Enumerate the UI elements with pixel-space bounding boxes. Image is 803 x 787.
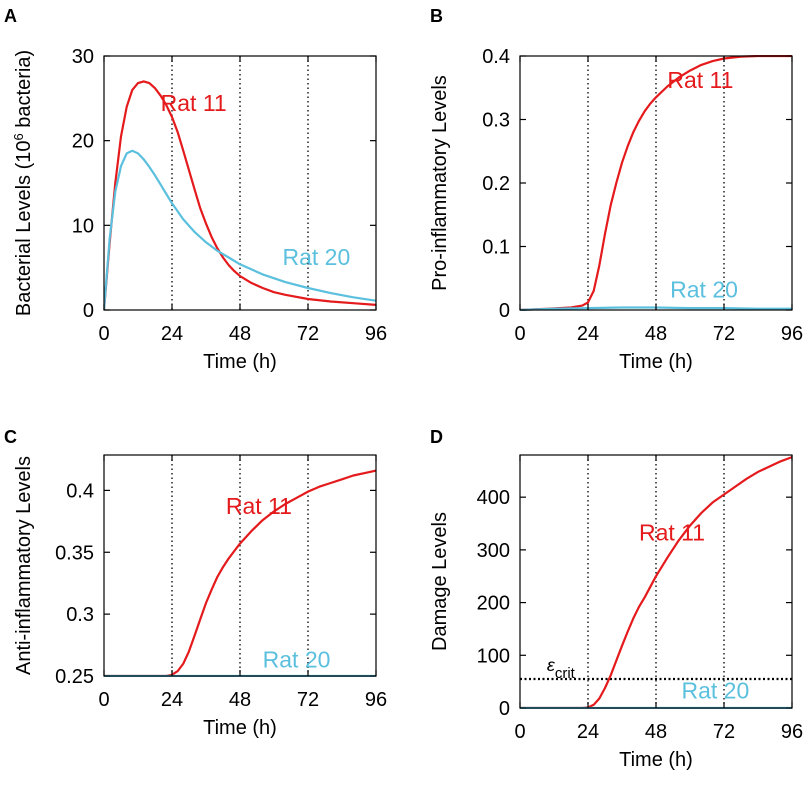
- y-tick-label: 0.3: [482, 110, 510, 132]
- x-tick-label: 72: [713, 323, 735, 345]
- y-tick-label: 0.1: [482, 237, 510, 259]
- x-tick-label: 48: [229, 689, 251, 711]
- series-line-rat-11: [104, 469, 376, 677]
- x-axis-label: Time (h): [619, 351, 693, 373]
- series-line-rat-20: [104, 149, 376, 311]
- series-label-rat-11: Rat 11: [639, 519, 705, 545]
- y-tick-label: 0.35: [55, 542, 94, 564]
- y-axis-label: Pro-inflammatory Levels: [429, 75, 451, 291]
- y-axis-label: Anti-inflammatory Levels: [13, 456, 35, 675]
- y-axis-label-superscript: 6: [11, 133, 26, 140]
- y-axis-label: Bacterial Levels (106 bacteria): [11, 50, 36, 316]
- y-tick-label: 0: [499, 300, 510, 322]
- y-tick-label: 200: [477, 593, 510, 615]
- y-tick-label: 0: [83, 300, 94, 322]
- y-tick-label: 30: [72, 46, 94, 68]
- y-axis-label-part: bacteria): [13, 50, 35, 133]
- y-tick-label: 100: [477, 645, 510, 667]
- x-tick-label: 96: [365, 323, 387, 345]
- series-label-rat-20: Rat 20: [670, 276, 738, 302]
- y-tick-label: 20: [72, 131, 94, 153]
- x-tick-label: 96: [781, 323, 803, 345]
- x-tick-label: 48: [645, 721, 667, 743]
- series-label-rat-20: Rat 20: [283, 244, 351, 270]
- y-tick-label: 0.4: [66, 480, 94, 502]
- series-label-rat-11: Rat 11: [667, 67, 733, 93]
- x-tick-label: 24: [577, 323, 599, 345]
- x-tick-label: 0: [98, 323, 109, 345]
- x-tick-label: 48: [229, 323, 251, 345]
- panel-letter: C: [4, 427, 17, 447]
- panel-a: A 0 24 48 72 96 0 10 20 30 Time (h) Bacterial Level…: [4, 6, 387, 373]
- panel-letter: B: [430, 6, 443, 26]
- x-tick-label: 96: [365, 689, 387, 711]
- x-tick-label: 24: [577, 721, 599, 743]
- panel-letter: D: [430, 427, 443, 447]
- y-tick-label: 0.25: [55, 666, 94, 688]
- x-axis-label: Time (h): [619, 749, 693, 771]
- x-tick-label: 48: [645, 323, 667, 345]
- x-tick-label: 24: [161, 689, 183, 711]
- series-line-rat-11: [520, 55, 792, 311]
- x-tick-label: 72: [297, 323, 319, 345]
- x-tick-label: 0: [514, 323, 525, 345]
- y-tick-label: 0.4: [482, 46, 510, 68]
- series-label-rat-20: Rat 20: [263, 646, 331, 672]
- x-tick-label: 0: [514, 721, 525, 743]
- panel-c: C 0 24 48 72 96 0.25 0.3 0.35 0.4 Time (h) Anti-inf…: [4, 427, 387, 739]
- series-label-rat-11: Rat 11: [161, 90, 227, 116]
- y-tick-label: 400: [477, 487, 510, 509]
- panel-d: D 0 24 48 72 96 0 100 200 300 400 Time (h) Damage Le…: [429, 427, 803, 771]
- series-label-rat-11: Rat 11: [226, 493, 292, 519]
- x-axis-label: Time (h): [203, 717, 277, 739]
- x-tick-label: 72: [297, 689, 319, 711]
- series-line-rat-11: [104, 80, 376, 311]
- panel-b: B 0 24 48 72 96 0 0.1 0.2 0.3 0.4 Time (h) Pro-infla…: [429, 6, 803, 373]
- panel-letter: A: [4, 6, 17, 26]
- y-tick-label: 0.3: [66, 604, 94, 626]
- x-tick-label: 96: [781, 721, 803, 743]
- threshold-label: εcrit: [547, 655, 576, 682]
- x-tick-label: 24: [161, 323, 183, 345]
- x-axis-label: Time (h): [203, 351, 277, 373]
- y-tick-label: 300: [477, 540, 510, 562]
- x-tick-label: 72: [713, 721, 735, 743]
- plot-frame: [103, 454, 377, 677]
- y-axis-label: Damage Levels: [429, 512, 451, 651]
- x-tick-label: 0: [98, 689, 109, 711]
- series-label-rat-20: Rat 20: [682, 678, 750, 704]
- threshold-subscript: crit: [555, 665, 576, 682]
- y-tick-label: 0: [499, 698, 510, 720]
- y-tick-label: 0.2: [482, 173, 510, 195]
- threshold-symbol: ε: [547, 655, 556, 675]
- series-line-rat-11: [520, 456, 792, 709]
- y-axis-label-part: Bacterial Levels (10: [13, 140, 35, 316]
- y-tick-label: 10: [72, 215, 94, 237]
